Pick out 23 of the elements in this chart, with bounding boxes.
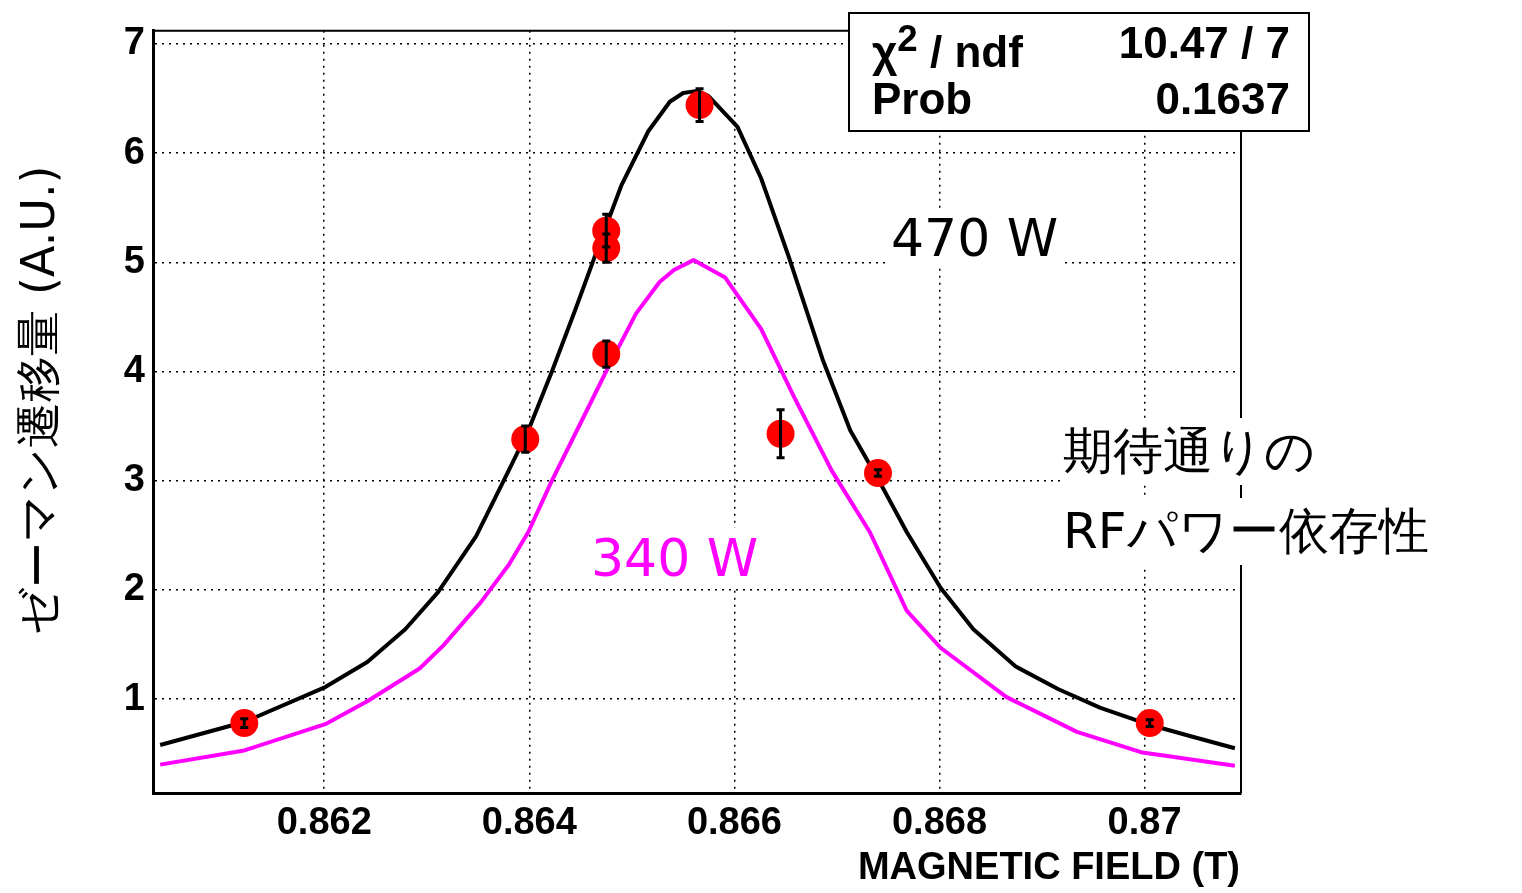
- annotation: 10.47 / 7: [1118, 18, 1290, 68]
- y-tick-label: 7: [123, 20, 145, 63]
- annotation: 期待通りの: [1063, 418, 1315, 485]
- x-tick-label: 0.864: [481, 800, 577, 843]
- series-label: 470 W: [885, 208, 1065, 268]
- annotation: 0.1637: [1155, 74, 1290, 124]
- y-axis-title: ゼーマン遷移量 (A.U.): [9, 165, 66, 635]
- y-tick-label: 3: [123, 457, 145, 500]
- y-tick-label: 2: [123, 566, 145, 609]
- y-tick-label: 4: [123, 347, 145, 390]
- annotation: χ$^{2}$ / ndf: [872, 18, 1023, 77]
- x-tick-label: 0.862: [276, 800, 372, 843]
- series-label: 340 W: [585, 528, 765, 588]
- y-tick-label: 6: [123, 129, 145, 172]
- x-tick-label: 0.868: [891, 800, 988, 843]
- x-tick-label: 0.866: [686, 800, 782, 843]
- x-tick-label: 0.87: [1107, 800, 1182, 843]
- x-axis-title: MAGNETIC FIELD (T): [857, 845, 1240, 888]
- point: [1135, 709, 1164, 738]
- point: [863, 459, 892, 488]
- y-tick-label: 5: [123, 238, 145, 281]
- annotation: RFパワー依存性: [1063, 498, 1429, 565]
- y-tick-label: 1: [123, 675, 145, 718]
